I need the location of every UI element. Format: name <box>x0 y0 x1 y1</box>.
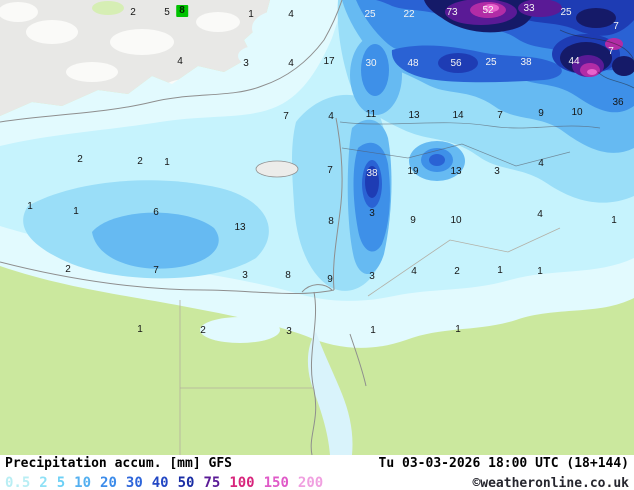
forecast-timestamp: Tu 03-03-2026 18:00 UTC (18+144) <box>378 456 629 471</box>
contour-50 <box>576 8 616 28</box>
country-border <box>341 143 571 167</box>
north-africa-coastline <box>0 261 335 295</box>
levant-coastline <box>332 117 343 291</box>
no-precip-patch <box>0 2 38 22</box>
precip-contours-group <box>0 0 634 348</box>
legend-value: 30 <box>125 475 143 490</box>
legend-value: 50 <box>177 475 195 490</box>
red-sea <box>307 332 353 455</box>
contour-100 <box>605 38 623 50</box>
country-border <box>367 227 561 297</box>
legend-value: 0.5 <box>5 475 31 490</box>
country-border <box>559 29 634 61</box>
copyright-text: ©weatheronline.co.uk <box>472 476 629 490</box>
country-border <box>339 121 601 129</box>
contour-30 <box>429 154 445 166</box>
contour-20 <box>361 44 389 96</box>
nile-river <box>310 291 317 455</box>
precipitation-map: 2 5 8 1 4 25 22 73 52 33 25 7 4 3 4 17 30 48 56 25 38 44 7 36 7 4… <box>0 0 634 455</box>
contour-40 <box>365 166 379 198</box>
contour-50 <box>612 56 634 76</box>
legend-value: 5 <box>56 475 66 490</box>
legend-scale: 0.5 2 5 10 20 30 40 50 75 100 150 200 <box>5 472 332 490</box>
nile-delta <box>301 284 333 293</box>
country-border <box>597 71 634 89</box>
legend-value: 40 <box>151 475 169 490</box>
contour-0.5 <box>415 294 525 326</box>
contour-10 <box>92 212 219 269</box>
legend-value: 150 <box>263 475 289 490</box>
map-canvas <box>0 0 634 455</box>
legend-value: 100 <box>229 475 255 490</box>
coastlines-group <box>0 0 634 455</box>
legend-value: 2 <box>39 475 48 490</box>
contour-40 <box>438 53 478 73</box>
no-precip-patch <box>196 12 240 32</box>
water-features-group <box>255 160 353 455</box>
legend-value: 20 <box>100 475 117 490</box>
contour-150 <box>587 69 597 75</box>
legend-value: 75 <box>203 475 221 490</box>
footer-row-title: Precipitation accum. [mm] GFS Tu 03-03-2… <box>0 455 634 471</box>
contour-150 <box>483 4 499 12</box>
no-precip-patch <box>66 62 118 82</box>
anatolia-coastline <box>0 0 343 123</box>
footer-bar: Precipitation accum. [mm] GFS Tu 03-03-2… <box>0 455 634 490</box>
contour-75 <box>518 0 562 17</box>
contour-40 <box>398 0 634 36</box>
green-patch <box>92 1 124 15</box>
cyprus-island <box>255 160 299 178</box>
no-precip-patch <box>26 20 78 44</box>
no-precip-patch <box>110 29 174 55</box>
gulf-of-aqaba <box>349 333 367 387</box>
legend-value: 200 <box>297 475 324 490</box>
contour-0.5 <box>200 317 280 343</box>
map-title: Precipitation accum. [mm] GFS <box>5 456 232 471</box>
legend-value: 10 <box>74 475 92 490</box>
footer-row-legend: 0.5 2 5 10 20 30 40 50 75 100 150 200 ©weatheronlin… <box>0 471 634 490</box>
